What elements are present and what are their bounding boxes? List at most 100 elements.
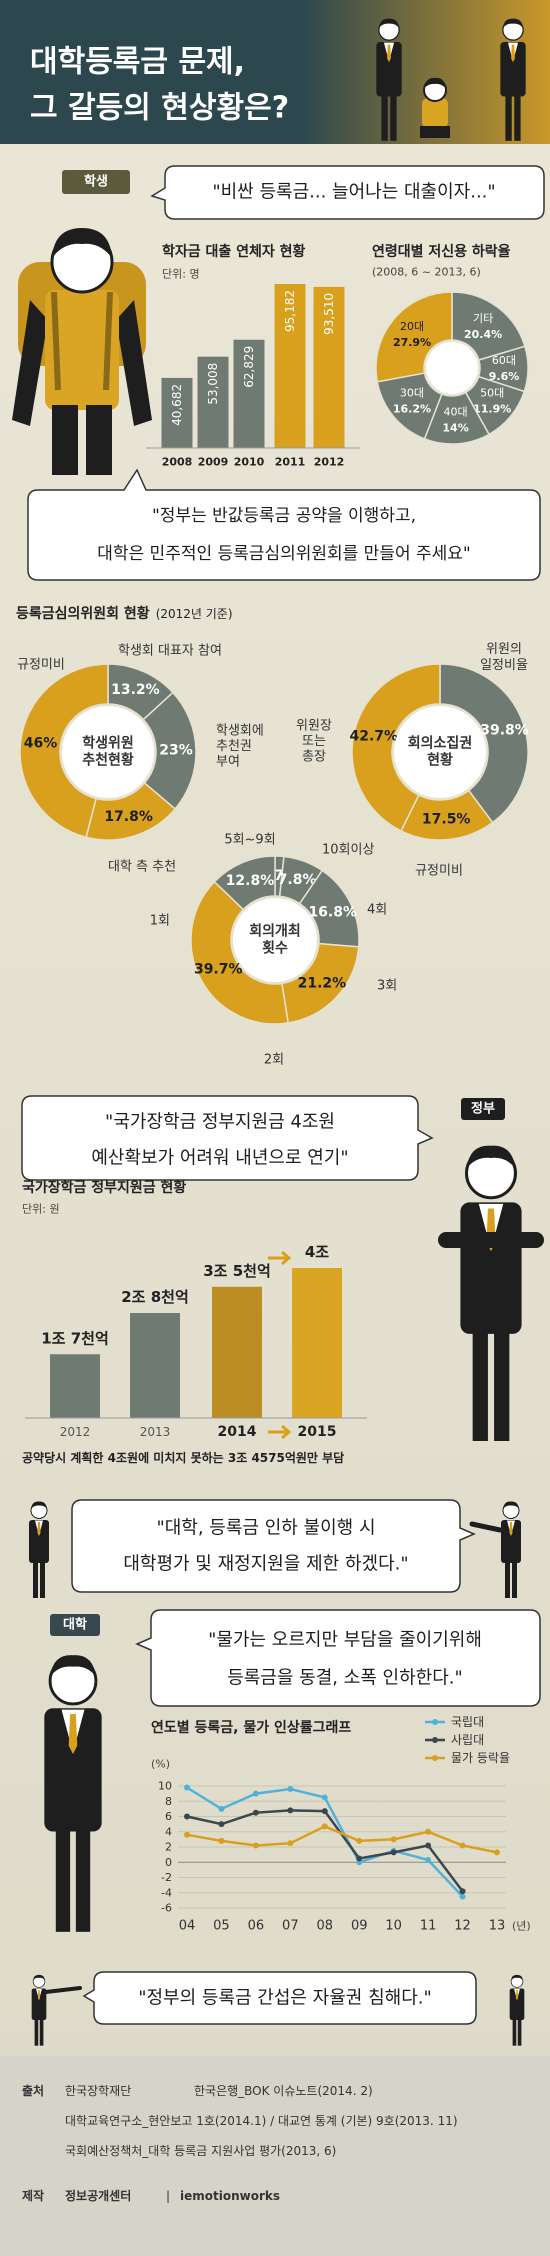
series-point <box>425 1856 432 1863</box>
value-label: 2조 8천억 <box>121 1288 189 1306</box>
section-title-main: 등록금심의위원회 현황 <box>16 605 150 622</box>
student-figure-part <box>45 290 119 410</box>
series-point <box>287 1840 294 1847</box>
value-label: 7.8% <box>278 872 317 888</box>
speech-bubble <box>150 165 545 220</box>
source: 한국장학재단 <box>65 2084 131 2098</box>
series-point <box>425 1828 432 1835</box>
source: 한국은행_BOK 이슈노트(2014. 2) <box>194 2083 373 2098</box>
quote: 대학은 민주적인 등록금심의위원회를 만들어 주세요" <box>97 544 471 564</box>
speech-bubble <box>135 1609 541 1707</box>
legend-swatch-dot <box>432 1719 438 1725</box>
maker: 정보공개센터 <box>65 2188 131 2203</box>
value-label: 20.4% <box>464 328 502 341</box>
category-label: 5회~9회 <box>224 833 275 848</box>
donut-slice <box>213 855 276 911</box>
x-tick-label: 13 <box>489 1919 506 1934</box>
x-tick-label: 2011 <box>275 456 306 469</box>
category-label: 3회 <box>377 979 397 994</box>
value-label: 16.2% <box>393 403 431 416</box>
x-tick-label: 11 <box>420 1919 437 1934</box>
x-tick-label: 2013 <box>140 1425 171 1439</box>
tag: 대학 <box>63 1617 87 1633</box>
header-student-part <box>424 77 446 88</box>
value-label: 9.6% <box>489 370 520 383</box>
y-tick-label: 6 <box>165 1810 172 1823</box>
arrow <box>268 1424 292 1440</box>
x-tick-label: 2014 <box>218 1424 257 1440</box>
bar <box>292 1268 342 1418</box>
section-note: (2012년 기준) <box>156 607 233 621</box>
pointing-arm <box>44 1986 82 1994</box>
student-figure-part <box>52 228 112 258</box>
y-tick-label: 4 <box>165 1825 172 1838</box>
category-label: 40대 <box>444 405 468 418</box>
speech-bubble <box>21 1095 434 1181</box>
value-label: 12.8% <box>226 873 275 889</box>
bar <box>313 286 345 448</box>
chart-title: 국가장학금 정부지원금 현황 <box>22 1179 186 1196</box>
speech-bubble <box>71 1499 476 1593</box>
maker-label: 제작 <box>22 2188 44 2203</box>
speech-bubble <box>82 1971 477 2025</box>
series-point <box>184 1813 190 1820</box>
header-student <box>420 77 450 138</box>
text-line: 위원장 <box>296 718 332 733</box>
series-point <box>321 1808 328 1815</box>
text-line: 위원의 <box>486 642 522 657</box>
y-tick-label: -6 <box>161 1902 172 1915</box>
quote: "물가는 오르지만 부담을 줄이기위해 <box>208 1630 482 1651</box>
chart-title: 학자금 대출 연체자 현황 <box>162 243 306 260</box>
y-tick-label: 10 <box>158 1780 172 1793</box>
chart-title: 연령대별 저신용 하락율 <box>372 243 511 260</box>
category-label: 규정미비 <box>415 864 463 879</box>
y-tick-label: -4 <box>161 1886 172 1899</box>
text-line: 부여 <box>216 754 240 769</box>
student-figure <box>12 228 152 475</box>
category-label: 학생회에 추천권 부여 <box>216 723 264 769</box>
value-label: 11.9% <box>473 403 511 416</box>
series-point <box>184 1831 190 1838</box>
series-point <box>287 1786 294 1793</box>
value-label: 93,510 <box>322 293 336 335</box>
x-tick-label: 2012 <box>60 1425 91 1439</box>
series-point <box>494 1849 500 1856</box>
maker: iemotionworks <box>180 2189 280 2203</box>
series-point <box>287 1807 294 1814</box>
student-figure-part <box>51 291 113 391</box>
category-label: 20대 <box>400 320 424 333</box>
source: 국회예산정책처_대학 등록금 지원사업 평가(2013, 6) <box>65 2143 336 2158</box>
series-point <box>252 1790 259 1797</box>
series-point <box>252 1842 259 1849</box>
student-figure-part <box>12 300 48 426</box>
x-tick-label: 2012 <box>314 456 345 469</box>
tag-box <box>461 1098 505 1120</box>
chart-title: 연도별 등록금, 물가 인상률그래프 <box>151 1719 351 1736</box>
value-label: 13.2% <box>111 682 160 698</box>
series-point <box>218 1805 225 1812</box>
quote: 대학평가 및 재정지원을 제한 하겠다." <box>123 1554 408 1575</box>
quote: 예산확보가 어려워 내년으로 연기" <box>91 1148 348 1169</box>
value-label: 42.7% <box>349 729 398 745</box>
category-label: 60대 <box>492 354 516 367</box>
series-point <box>390 1836 397 1843</box>
text-line: 총장 <box>302 749 326 764</box>
value-label: 3조 5천억 <box>203 1262 271 1280</box>
text-line: 학생위원 <box>82 736 134 752</box>
footnote: 공약당시 계획한 4조원에 미치지 못하는 3조 4575억원만 부담 <box>22 1450 344 1465</box>
donut-slice <box>375 291 453 383</box>
quote: "국가장학금 정부지원금 4조원 <box>105 1112 335 1133</box>
y-axis-label: (%) <box>151 1758 170 1771</box>
tag-box <box>50 1614 100 1636</box>
category-label: 1회 <box>150 914 170 929</box>
x-tick-label: 04 <box>179 1919 196 1934</box>
value-label: 40,682 <box>170 384 184 426</box>
category-label: 50대 <box>480 387 504 400</box>
sources-label: 출처 <box>22 2083 44 2098</box>
text-line: 현황 <box>427 751 453 768</box>
x-tick-label: 2010 <box>234 456 265 469</box>
bar <box>50 1354 100 1418</box>
y-tick-label: -2 <box>161 1871 172 1884</box>
section-title: 등록금심의위원회 현황 (2012년 기준) <box>16 605 233 622</box>
